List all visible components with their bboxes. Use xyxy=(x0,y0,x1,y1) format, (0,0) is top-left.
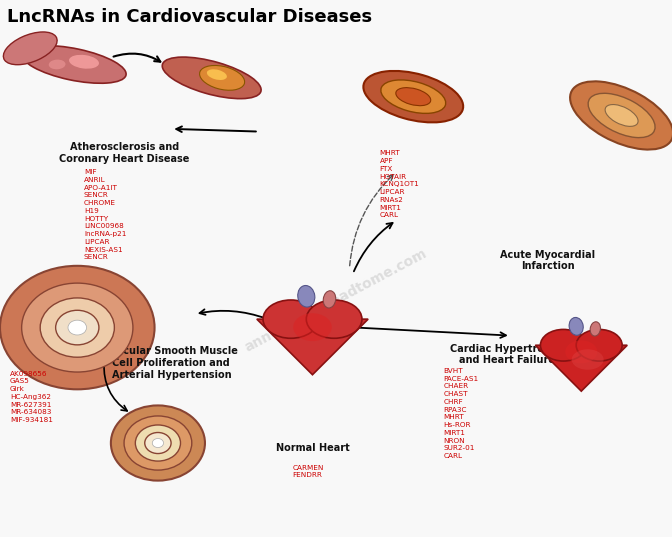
Ellipse shape xyxy=(3,32,57,64)
Ellipse shape xyxy=(56,310,99,345)
Ellipse shape xyxy=(207,69,227,80)
Ellipse shape xyxy=(576,329,622,361)
Ellipse shape xyxy=(570,81,672,150)
Ellipse shape xyxy=(49,60,65,69)
Text: Vascular Smooth Muscle
Cell Proliferation and
Arterial Hypertension: Vascular Smooth Muscle Cell Proliferatio… xyxy=(104,346,239,380)
Ellipse shape xyxy=(263,300,319,338)
Text: LncRNAs in Cardiovascular Diseases: LncRNAs in Cardiovascular Diseases xyxy=(7,8,372,26)
Ellipse shape xyxy=(396,88,431,106)
Text: CARMEN
FENDRR: CARMEN FENDRR xyxy=(292,465,324,478)
Ellipse shape xyxy=(69,55,99,69)
Ellipse shape xyxy=(200,66,245,90)
Text: Normal Heart: Normal Heart xyxy=(276,443,349,453)
Ellipse shape xyxy=(68,320,87,335)
Ellipse shape xyxy=(153,439,163,447)
Ellipse shape xyxy=(144,432,171,454)
Ellipse shape xyxy=(40,298,114,357)
Text: Cardiac Hypertrophy
and Heart Failure: Cardiac Hypertrophy and Heart Failure xyxy=(450,344,564,365)
Ellipse shape xyxy=(588,93,655,137)
Ellipse shape xyxy=(364,71,463,122)
Polygon shape xyxy=(536,345,627,391)
Ellipse shape xyxy=(0,266,155,389)
Text: MIF
ANRIL
APO-A1IT
SENCR
CHROME
H19
HOTTY
LINC00968
lncRNA-p21
LIPCAR
NEXIS-AS1
: MIF ANRIL APO-A1IT SENCR CHROME H19 HOTT… xyxy=(84,169,126,260)
Ellipse shape xyxy=(111,405,205,481)
Text: BVHT
PACE-AS1
CHAER
CHAST
CHRF
RPA3C
MHRT
Hs-ROR
MIRT1
NRON
SUR2-01
CARL: BVHT PACE-AS1 CHAER CHAST CHRF RPA3C MHR… xyxy=(444,368,478,459)
Ellipse shape xyxy=(323,291,336,308)
Text: annotation.roadtome.com: annotation.roadtome.com xyxy=(243,246,429,355)
Text: Acute Myocardial
Infarction: Acute Myocardial Infarction xyxy=(500,250,595,271)
Text: AK098656
GAS5
Girk
HC-Ang362
MR-627391
MR-634083
MIF-934181: AK098656 GAS5 Girk HC-Ang362 MR-627391 M… xyxy=(10,371,53,423)
Ellipse shape xyxy=(162,57,261,99)
Ellipse shape xyxy=(590,322,601,336)
Ellipse shape xyxy=(540,329,587,361)
Text: Atherosclerosis and
Coronary Heart Disease: Atherosclerosis and Coronary Heart Disea… xyxy=(59,142,190,164)
Ellipse shape xyxy=(22,283,133,372)
Ellipse shape xyxy=(381,80,446,113)
Ellipse shape xyxy=(293,313,332,341)
Ellipse shape xyxy=(565,340,597,364)
Ellipse shape xyxy=(569,317,583,335)
Ellipse shape xyxy=(135,425,181,461)
Text: MHRT
APF
FTX
HOTAIR
KCNQ1OT1
LIPCAR
RNAs2
MIRT1
CARL: MHRT APF FTX HOTAIR KCNQ1OT1 LIPCAR RNAs… xyxy=(380,150,419,219)
Ellipse shape xyxy=(306,300,362,338)
Polygon shape xyxy=(257,319,368,375)
Ellipse shape xyxy=(298,286,315,307)
Ellipse shape xyxy=(605,105,638,126)
Ellipse shape xyxy=(22,46,126,83)
Ellipse shape xyxy=(124,416,192,470)
Ellipse shape xyxy=(572,350,603,369)
